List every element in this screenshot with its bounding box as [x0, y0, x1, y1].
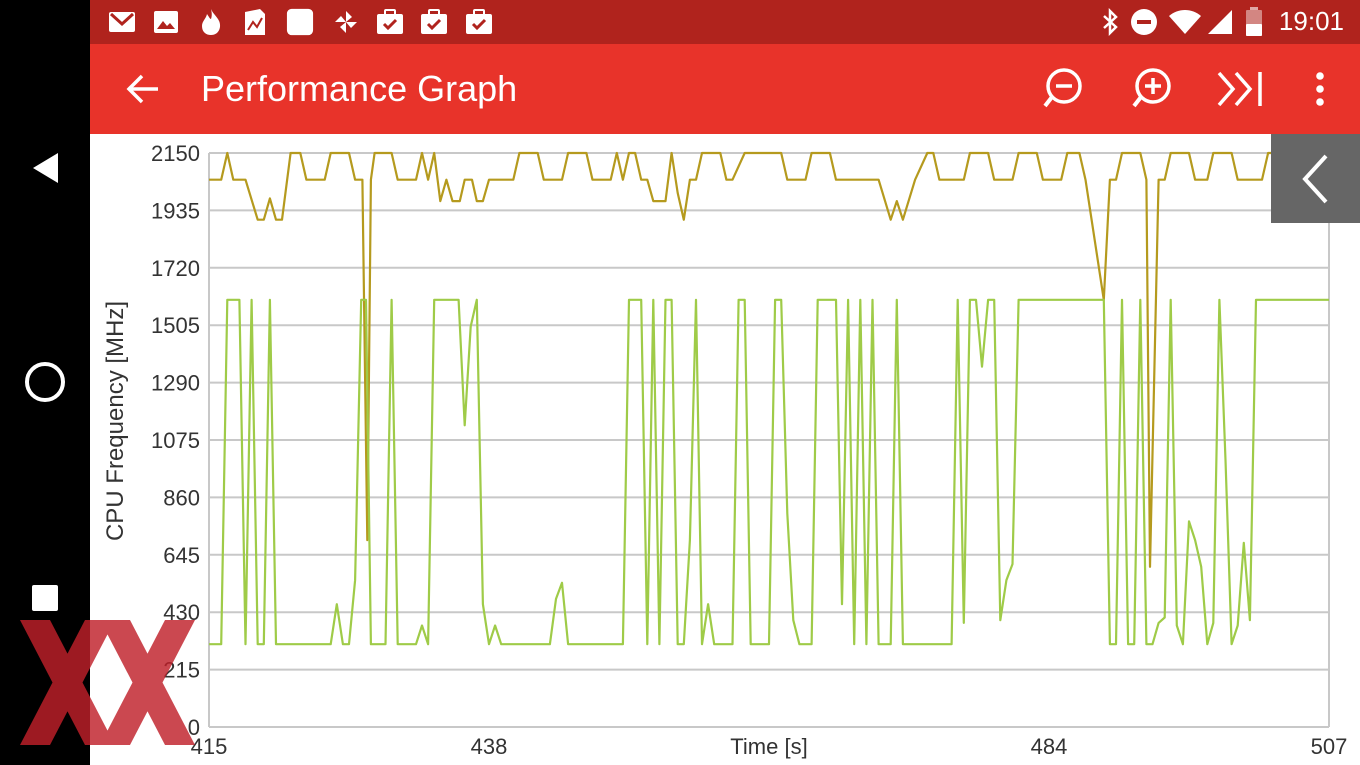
- series-line-2: [209, 298, 1329, 646]
- pinwheel-icon: [332, 8, 360, 36]
- y-tick-label: 1935: [151, 198, 200, 223]
- jump-to-end-icon: [1217, 71, 1262, 107]
- x-tick-label: 484: [1031, 734, 1068, 759]
- overflow-menu-icon: [1316, 72, 1324, 106]
- series-line-1: [209, 151, 1329, 568]
- gmail-icon: [108, 8, 136, 36]
- task-icon: [420, 8, 448, 36]
- arrow-left-icon: [126, 74, 158, 104]
- status-time: 19:01: [1278, 6, 1344, 36]
- x-axis-ticks: 415 438 Time [s] 484 507: [191, 734, 1348, 759]
- chart-series: [209, 151, 1329, 646]
- y-tick-label: 1290: [151, 371, 200, 396]
- jump-to-end-button[interactable]: [1216, 64, 1266, 114]
- app-bar: Performance Graph: [90, 44, 1360, 134]
- y-tick-label: 860: [163, 485, 200, 510]
- gallery-icon: [152, 8, 180, 36]
- y-tick-label: 1505: [151, 313, 200, 338]
- home-circle-icon: [25, 362, 65, 402]
- x-tick-label: 438: [471, 734, 508, 759]
- bluetooth-icon: [1096, 8, 1124, 36]
- y-tick-label: 1075: [151, 428, 200, 453]
- y-tick-label: 0: [188, 715, 200, 740]
- cell-signal-icon: [1206, 8, 1234, 36]
- y-tick-label: 2150: [151, 141, 200, 166]
- app-title: Performance Graph: [201, 68, 518, 109]
- y-tick-label: 1720: [151, 256, 200, 281]
- overflow-menu-button[interactable]: [1295, 64, 1345, 114]
- y-tick-label: 645: [163, 543, 200, 568]
- x-tick-label: 415: [191, 734, 228, 759]
- nav-recents-button[interactable]: [20, 573, 70, 623]
- nav-back-button[interactable]: [20, 143, 70, 193]
- fire-icon: [197, 8, 225, 36]
- zoom-out-button[interactable]: [1038, 64, 1088, 114]
- zoom-out-icon: [1043, 68, 1082, 108]
- side-panel-toggle[interactable]: [1271, 134, 1360, 223]
- task-icon: [465, 8, 493, 36]
- battery-icon: [1240, 7, 1268, 36]
- x-tick-label: 507: [1311, 734, 1348, 759]
- task-icon: [376, 8, 404, 36]
- zoom-in-button[interactable]: [1127, 64, 1177, 114]
- wifi-icon: [1168, 8, 1202, 36]
- chart-grid: [208, 152, 1330, 728]
- do-not-disturb-icon: [1130, 8, 1158, 36]
- y-axis-label: CPU Frequency [MHz]: [102, 301, 129, 541]
- watermark-logo: [20, 620, 195, 745]
- back-button[interactable]: [118, 64, 168, 114]
- back-triangle-icon: [33, 153, 58, 183]
- zoom-in-icon: [1132, 68, 1171, 108]
- square-app-icon: [286, 8, 314, 36]
- document-icon: [241, 8, 269, 36]
- nav-home-button[interactable]: [20, 357, 70, 407]
- x-axis-label: Time [s]: [730, 734, 807, 759]
- recents-square-icon: [32, 585, 58, 611]
- chevron-left-icon: [1301, 154, 1327, 203]
- status-bar: 19:01: [90, 0, 1360, 44]
